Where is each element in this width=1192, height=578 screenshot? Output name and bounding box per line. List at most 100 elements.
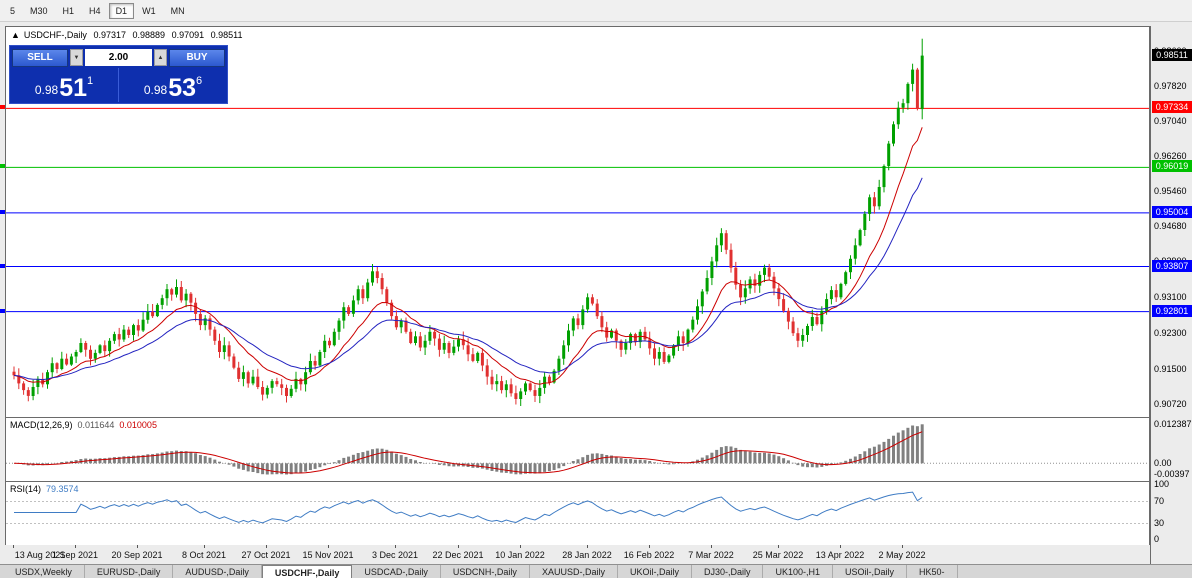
timeframe-button-D1[interactable]: D1 [108, 2, 135, 19]
chart-tab-bar: USDX,Weekly EURUSD-,Daily AUDUSD-,Daily USD… [0, 564, 1192, 578]
chart-tab[interactable]: UK100-,H1 [763, 565, 834, 578]
chart-tab[interactable]: UKOil-,Daily [618, 565, 692, 578]
ma-fast-line [13, 127, 923, 385]
date-tick-mark [266, 545, 267, 548]
date-tick-label: 13 Apr 2022 [815, 550, 865, 560]
volume-increase-button[interactable]: ▲ [154, 49, 167, 66]
volume-decrease-button[interactable]: ▼ [70, 49, 83, 66]
chart-tab[interactable]: USDCHF-,Daily [261, 565, 353, 578]
date-tick-mark [75, 545, 76, 548]
date-tick-label: 16 Feb 2022 [623, 550, 675, 560]
date-tick-label: 13 Aug 2021 [14, 550, 66, 560]
timeframe-button-H4[interactable]: H4 [89, 5, 101, 16]
price-tick-label: 0.90720 [1154, 398, 1187, 409]
chart-info-line: ▲ USDCHF-,Daily 0.97317 0.98889 0.97091 0… [11, 30, 247, 40]
chart-tab[interactable]: XAUUSD-,Daily [530, 565, 618, 578]
ohlc-low: 0.97091 [171, 30, 205, 40]
timeframe-button-H1[interactable]: H1 [62, 5, 75, 16]
date-tick-mark [395, 545, 396, 548]
rsi-level-lines [6, 501, 1149, 524]
rsi-axis-label: 100 [1154, 479, 1170, 489]
date-axis[interactable]: 13 Aug 2021 1 Sep 2021 20 Sep 2021 8 Oct 20… [5, 545, 1150, 564]
macd-main-value: 0.011644 [77, 420, 115, 430]
sell-button[interactable]: SELL [12, 48, 68, 67]
price-level-badge[interactable]: 0.95004 [1152, 205, 1192, 218]
level-line-handle [0, 164, 5, 168]
price-axis[interactable]: 0.986000.978200.970400.962600.954600.946… [1150, 26, 1192, 564]
buy-price-display[interactable]: 0.98 53 6 [119, 68, 227, 102]
macd-title: MACD(12,26,9) [10, 420, 73, 430]
date-tick-label: 27 Oct 2021 [241, 550, 291, 560]
macd-svg [6, 424, 1149, 475]
rsi-axis-label: 70 [1154, 495, 1165, 506]
price-tick-label: 0.94680 [1154, 221, 1187, 232]
buy-price-point: 6 [196, 75, 203, 87]
date-tick-label: 28 Jan 2022 [562, 550, 612, 560]
price-tick-label: 0.97040 [1154, 115, 1187, 126]
current-price-badge: 0.98511 [1152, 48, 1192, 61]
trade-controls-row: SELL ▼ 2.00 ▲ BUY [10, 46, 227, 68]
rsi-svg [6, 491, 1149, 524]
chart-tab[interactable]: USDCAD-,Daily [352, 565, 441, 578]
price-level-badge[interactable]: 0.96019 [1152, 160, 1192, 173]
timeframe-button-5[interactable]: 5 [10, 5, 16, 16]
date-tick-label: 3 Dec 2021 [371, 550, 419, 560]
macd-signal-line [13, 431, 923, 474]
candlesticks [12, 38, 924, 406]
ohlc-open: 0.97317 [93, 30, 126, 40]
date-tick-mark [778, 545, 779, 548]
chart-tab[interactable]: HK50- [907, 565, 958, 578]
chart-tab[interactable]: DJ30-,Daily [692, 565, 764, 578]
volume-input[interactable]: 2.00 [85, 49, 152, 66]
price-tick-label: 0.96260 [1154, 150, 1187, 161]
ma-slow-line [13, 177, 923, 381]
price-tick-label: 0.91500 [1154, 363, 1187, 374]
one-click-trading-panel: SELL ▼ 2.00 ▲ BUY 0.98 51 1 0.98 53 6 [9, 45, 228, 104]
price-level-badge[interactable]: 0.93807 [1152, 259, 1192, 272]
main-chart-svg[interactable] [6, 27, 1149, 417]
chart-tab[interactable]: USOil-,Daily [833, 565, 908, 578]
chart-tab[interactable]: USDCNH-,Daily [441, 565, 530, 578]
date-tick-mark [711, 545, 712, 548]
horizontal-level-lines[interactable] [6, 107, 1149, 313]
macd-label: MACD(12,26,9) 0.011644 0.010005 [10, 420, 162, 430]
buy-button[interactable]: BUY [169, 48, 225, 67]
date-tick-label: 15 Nov 2021 [302, 550, 354, 560]
date-tick-mark [587, 545, 588, 548]
timeframe-button-M30[interactable]: M30 [30, 5, 48, 16]
macd-histogram [17, 424, 924, 475]
trade-prices-row: 0.98 51 1 0.98 53 6 [10, 68, 227, 102]
chart-tab[interactable]: EURUSD-,Daily [85, 565, 174, 578]
timeframe-toolbar: 5 M30 H1 H4 D1 W1 MN [0, 0, 1192, 22]
timeframe-button-W1[interactable]: W1 [142, 5, 156, 16]
rsi-title: RSI(14) [10, 484, 42, 494]
date-tick-mark [520, 545, 521, 548]
level-line-handle [0, 105, 5, 109]
macd-axis-max: 0.012387 [1154, 419, 1192, 429]
price-level-badge[interactable]: 0.92801 [1152, 304, 1192, 317]
date-tick-mark [13, 545, 14, 548]
sell-price-display[interactable]: 0.98 51 1 [10, 68, 118, 102]
ohlc-high: 0.98889 [132, 30, 166, 40]
date-tick-label: 22 Dec 2021 [432, 550, 484, 560]
sell-price-point: 1 [87, 75, 94, 87]
date-tick-mark [649, 545, 650, 548]
up-arrow-icon: ▲ [11, 30, 20, 40]
main-chart-panel[interactable]: ▲ USDCHF-,Daily 0.97317 0.98889 0.97091 0… [5, 26, 1150, 418]
rsi-label: RSI(14) 79.3574 [10, 484, 84, 494]
level-line-handle [0, 309, 5, 313]
rsi-line [14, 491, 923, 524]
macd-axis-min: -0.00397 [1154, 469, 1190, 479]
sell-price-pips: 51 [59, 73, 88, 102]
chart-tab[interactable]: AUDUSD-,Daily [173, 565, 262, 578]
rsi-panel[interactable]: RSI(14) 79.3574 [5, 481, 1150, 546]
timeframe-button-MN[interactable]: MN [170, 5, 185, 16]
level-line-handle [0, 210, 5, 214]
date-tick-mark [458, 545, 459, 548]
rsi-axis-label: 30 [1154, 517, 1165, 528]
price-level-badge[interactable]: 0.97334 [1152, 101, 1192, 114]
date-tick-mark [204, 545, 205, 548]
date-tick-label: 20 Sep 2021 [111, 550, 163, 560]
chart-tab[interactable]: USDX,Weekly [3, 565, 85, 578]
macd-panel[interactable]: MACD(12,26,9) 0.011644 0.010005 [5, 417, 1150, 482]
